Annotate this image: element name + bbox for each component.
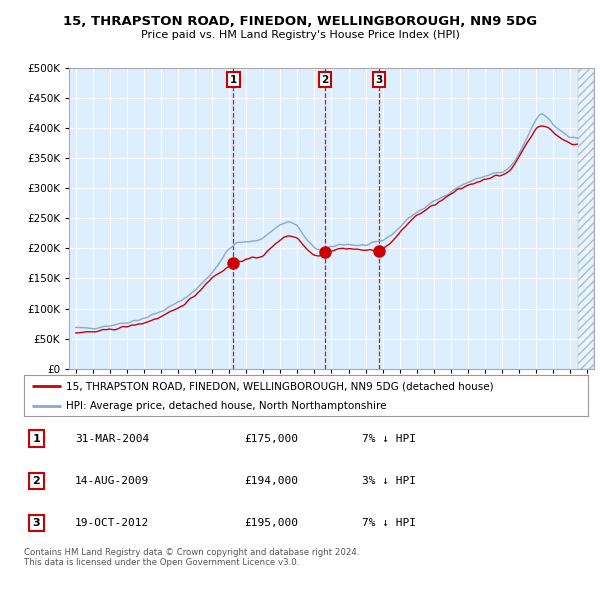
Text: £175,000: £175,000 xyxy=(244,434,298,444)
Text: 31-MAR-2004: 31-MAR-2004 xyxy=(75,434,149,444)
Text: 2: 2 xyxy=(32,476,40,486)
Text: £194,000: £194,000 xyxy=(244,476,298,486)
Text: 14-AUG-2009: 14-AUG-2009 xyxy=(75,476,149,486)
Text: 3: 3 xyxy=(32,518,40,528)
Text: 2: 2 xyxy=(322,75,329,85)
Text: 7% ↓ HPI: 7% ↓ HPI xyxy=(362,434,416,444)
Text: HPI: Average price, detached house, North Northamptonshire: HPI: Average price, detached house, Nort… xyxy=(66,401,387,411)
Text: £195,000: £195,000 xyxy=(244,518,298,528)
Text: Contains HM Land Registry data © Crown copyright and database right 2024.: Contains HM Land Registry data © Crown c… xyxy=(24,548,359,556)
Text: 19-OCT-2012: 19-OCT-2012 xyxy=(75,518,149,528)
Text: Price paid vs. HM Land Registry's House Price Index (HPI): Price paid vs. HM Land Registry's House … xyxy=(140,30,460,40)
Text: 3: 3 xyxy=(376,75,383,85)
Text: 15, THRAPSTON ROAD, FINEDON, WELLINGBOROUGH, NN9 5DG: 15, THRAPSTON ROAD, FINEDON, WELLINGBORO… xyxy=(63,15,537,28)
Text: 1: 1 xyxy=(230,75,237,85)
Text: 15, THRAPSTON ROAD, FINEDON, WELLINGBOROUGH, NN9 5DG (detached house): 15, THRAPSTON ROAD, FINEDON, WELLINGBORO… xyxy=(66,381,494,391)
Text: This data is licensed under the Open Government Licence v3.0.: This data is licensed under the Open Gov… xyxy=(24,558,299,567)
Text: 1: 1 xyxy=(32,434,40,444)
Text: 3% ↓ HPI: 3% ↓ HPI xyxy=(362,476,416,486)
Text: 7% ↓ HPI: 7% ↓ HPI xyxy=(362,518,416,528)
